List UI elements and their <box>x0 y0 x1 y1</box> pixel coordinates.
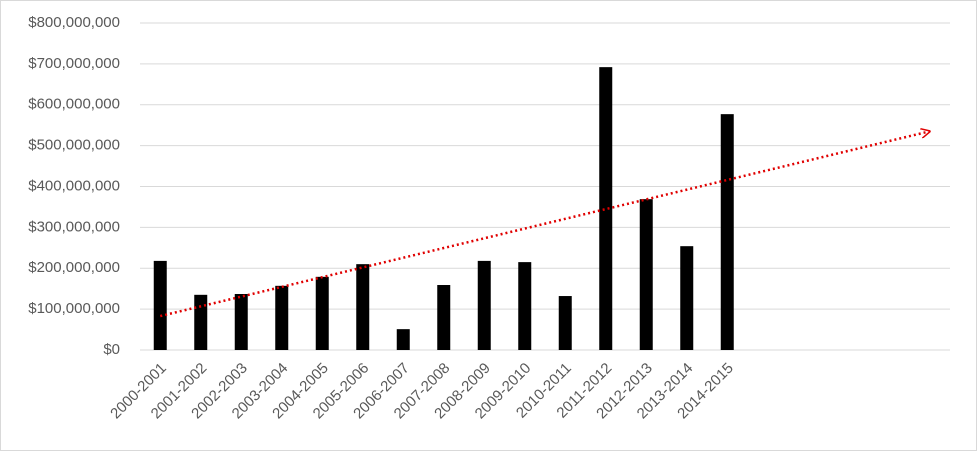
bar <box>558 296 572 350</box>
bar <box>639 199 653 350</box>
y-tick-label: $800,000,000 <box>28 14 120 31</box>
bar <box>194 294 208 350</box>
y-tick-label: $500,000,000 <box>28 137 120 154</box>
y-tick-label: $200,000,000 <box>28 259 120 276</box>
bar <box>599 67 613 351</box>
bar <box>518 262 532 350</box>
y-tick-label: $400,000,000 <box>28 177 120 194</box>
bar <box>315 276 329 350</box>
trendline <box>159 131 930 318</box>
y-tick-label: $300,000,000 <box>28 218 120 235</box>
y-tick-label: $0 <box>103 341 120 358</box>
bar <box>234 294 248 350</box>
bar <box>720 114 734 351</box>
bar <box>680 246 694 350</box>
bar <box>477 260 491 350</box>
bar <box>356 264 370 350</box>
bar <box>396 329 410 350</box>
y-tick-label: $700,000,000 <box>28 55 120 72</box>
y-tick-label: $100,000,000 <box>28 300 120 317</box>
bar <box>153 260 167 350</box>
y-tick-label: $600,000,000 <box>28 96 120 113</box>
bar <box>437 285 451 350</box>
bar <box>275 285 289 350</box>
